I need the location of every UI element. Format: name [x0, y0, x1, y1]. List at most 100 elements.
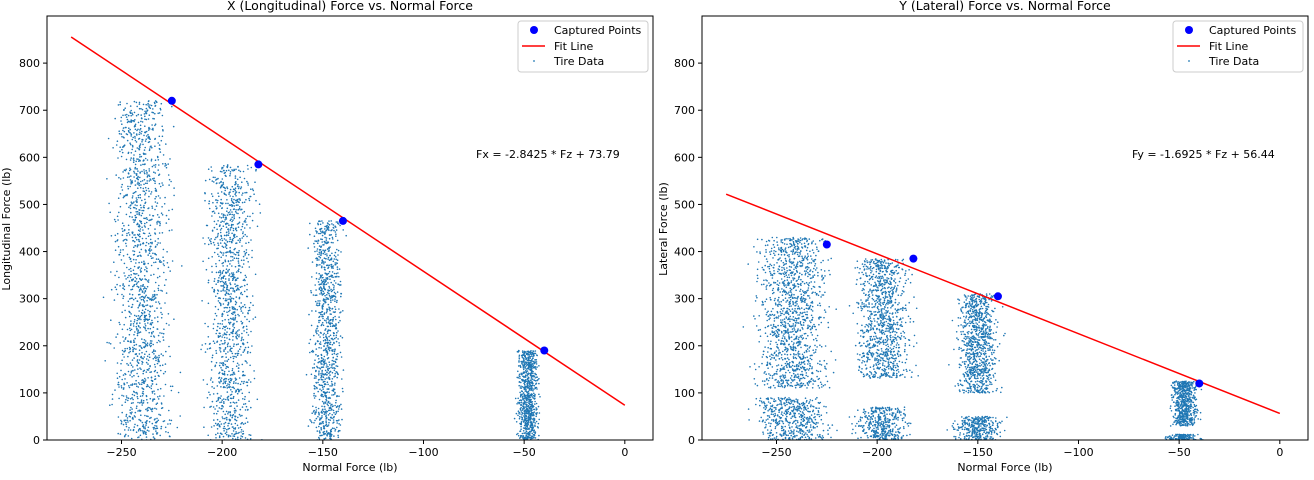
tire-data-point — [132, 192, 135, 195]
tire-data-point — [245, 405, 248, 408]
tire-data-point — [165, 214, 168, 217]
tire-data-point — [520, 381, 522, 384]
tire-data-point — [151, 380, 154, 382]
tire-data-point — [128, 169, 131, 172]
tire-data-point — [777, 253, 780, 256]
tire-data-point — [220, 395, 222, 397]
tire-data-point — [149, 248, 151, 250]
tire-data-point — [528, 397, 530, 399]
tire-data-point — [332, 320, 334, 322]
tire-data-point — [229, 414, 232, 417]
tire-data-point — [132, 341, 135, 343]
tire-data-point — [318, 372, 320, 374]
tire-data-point — [129, 121, 131, 123]
tire-data-point — [538, 365, 540, 367]
tire-data-point — [146, 402, 149, 404]
tire-data-point — [321, 230, 324, 233]
tire-data-point — [116, 140, 119, 142]
tire-data-point — [215, 361, 218, 364]
tire-data-point — [524, 387, 527, 389]
tire-data-point — [331, 389, 334, 392]
tire-data-point — [237, 313, 239, 316]
tire-data-point — [316, 387, 318, 390]
tire-data-point — [322, 410, 325, 413]
tire-data-point — [318, 288, 321, 291]
tire-data-point — [321, 409, 324, 411]
tire-data-point — [331, 289, 334, 292]
tire-data-point — [769, 253, 772, 256]
tire-data-point — [525, 437, 527, 440]
tire-data-point — [144, 186, 147, 189]
tire-data-point — [234, 247, 236, 250]
tire-data-point — [322, 293, 325, 296]
tire-data-point — [322, 303, 325, 305]
tire-data-point — [238, 334, 240, 336]
tire-data-point — [235, 242, 238, 244]
tire-data-point — [130, 370, 133, 373]
tire-data-point — [132, 346, 134, 349]
x-tick-label: −100 — [408, 446, 438, 459]
tire-data-point — [231, 306, 233, 308]
tire-data-point — [226, 374, 229, 376]
tire-data-point — [114, 117, 116, 120]
tire-data-point — [141, 278, 144, 280]
tire-data-point — [243, 290, 246, 293]
tire-data-point — [531, 393, 533, 396]
tire-data-point — [794, 308, 796, 310]
tire-data-point — [235, 201, 237, 204]
tire-data-point — [779, 377, 782, 379]
tire-data-point — [795, 318, 798, 320]
tire-data-point — [232, 330, 234, 333]
tire-data-point — [227, 271, 229, 273]
tire-data-point — [319, 223, 322, 226]
tire-data-point — [235, 301, 238, 304]
tire-data-point — [324, 378, 327, 380]
tire-data-point — [223, 220, 225, 223]
tire-data-point — [313, 377, 316, 379]
tire-data-point — [207, 336, 210, 338]
tire-data-point — [255, 168, 257, 171]
tire-data-point — [206, 348, 209, 350]
tire-data-point — [155, 403, 158, 406]
tire-data-point — [158, 164, 160, 166]
tire-data-point — [147, 242, 150, 245]
tire-data-point — [334, 251, 337, 254]
tire-data-point — [324, 329, 326, 331]
tire-data-point — [210, 166, 212, 168]
tire-data-point — [339, 284, 341, 286]
tire-data-point — [313, 246, 316, 248]
tire-data-point — [233, 433, 236, 436]
tire-data-point — [233, 410, 236, 412]
tire-data-point — [320, 245, 323, 248]
tire-data-point — [236, 333, 238, 335]
tire-data-point — [136, 282, 138, 284]
tire-data-point — [325, 334, 327, 336]
tire-data-point — [140, 314, 143, 317]
tire-data-point — [141, 392, 144, 395]
tire-data-point — [135, 343, 138, 346]
tire-data-point — [520, 385, 522, 388]
tire-data-point — [162, 332, 165, 335]
x-tick-label: −150 — [308, 446, 338, 459]
tire-data-point — [525, 363, 527, 365]
tire-data-point — [240, 228, 242, 231]
tire-data-point — [329, 329, 332, 332]
tire-data-point — [330, 299, 332, 302]
tire-data-point — [240, 186, 243, 188]
tire-data-point — [228, 370, 230, 373]
tire-data-point — [216, 385, 219, 387]
tire-data-point — [155, 297, 157, 299]
tire-data-point — [229, 283, 232, 286]
tire-data-point — [238, 216, 241, 219]
tire-data-point — [523, 400, 526, 403]
tire-data-point — [326, 354, 329, 356]
tire-data-point — [206, 397, 209, 399]
tire-data-point — [311, 421, 313, 424]
tire-data-point — [143, 263, 146, 266]
tire-data-point — [333, 376, 335, 378]
tire-data-point — [128, 305, 130, 308]
tire-data-point — [237, 254, 240, 256]
tire-data-point — [319, 336, 321, 338]
tire-data-point — [140, 289, 142, 291]
tire-data-point — [528, 430, 531, 433]
